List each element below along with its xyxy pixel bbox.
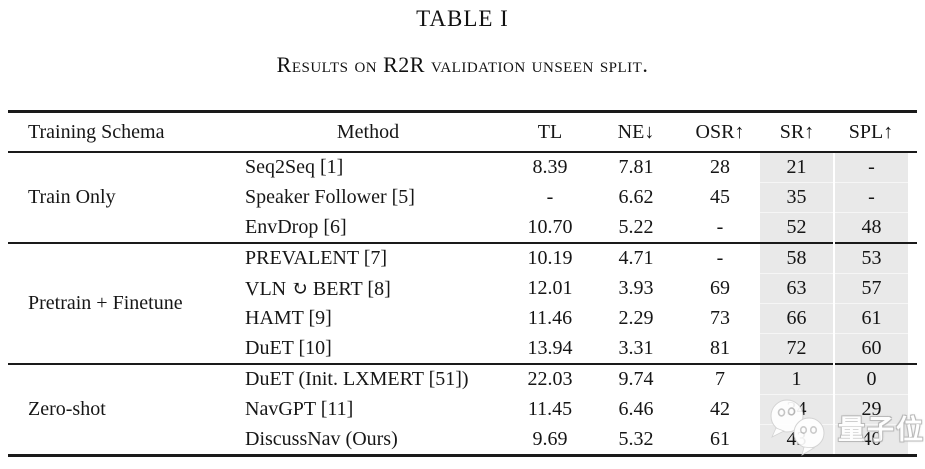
method-cell: DuET [10] bbox=[245, 336, 332, 359]
tl-cell: 8.39 bbox=[532, 156, 568, 179]
spl-cell: 53 bbox=[833, 243, 908, 274]
spacer-cell bbox=[908, 243, 917, 274]
sr-cell: 63 bbox=[760, 273, 834, 304]
method-cell: HAMT [9] bbox=[245, 307, 332, 329]
table-number-title: TABLE I bbox=[416, 6, 509, 31]
spacer-cell bbox=[908, 394, 917, 425]
sr-cell: 52 bbox=[760, 212, 834, 243]
osr-cell: 45 bbox=[710, 186, 730, 208]
osr-cell: 81 bbox=[710, 336, 730, 359]
table-row: EnvDrop [6] 10.70 5.22 - 52 48 bbox=[8, 212, 917, 243]
table-row: Pretrain + Finetune PREVALENT [7] 10.19 … bbox=[8, 243, 917, 314]
tl-cell: 22.03 bbox=[527, 368, 573, 391]
table-row: DuET [10] 13.94 3.31 81 72 60 bbox=[8, 333, 917, 364]
ne-cell: 3.93 bbox=[618, 277, 654, 299]
spacer-cell bbox=[908, 152, 917, 183]
ne-cell: 6.62 bbox=[618, 186, 654, 208]
schema-label: Zero-shot bbox=[28, 398, 106, 420]
tl-cell: 11.46 bbox=[527, 307, 573, 329]
spl-cell: 0 bbox=[833, 364, 908, 395]
osr-cell: 28 bbox=[710, 156, 730, 179]
osr-cell: - bbox=[716, 215, 724, 238]
tl-cell: 10.19 bbox=[527, 247, 573, 270]
ne-cell: 5.22 bbox=[618, 215, 654, 238]
osr-cell: 7 bbox=[715, 368, 725, 391]
osr-cell: 61 bbox=[710, 427, 730, 450]
table-row: HAMT [9] 11.46 2.29 73 66 61 bbox=[8, 303, 917, 334]
method-cell: PREVALENT [7] bbox=[245, 247, 388, 270]
col-header-tl: TL bbox=[508, 111, 592, 153]
method-cell: VLN ↻ BERT [8] bbox=[245, 278, 391, 300]
spl-cell: 60 bbox=[833, 333, 908, 364]
spl-cell: - bbox=[833, 182, 908, 213]
table-row: Speaker Follower [5] - 6.62 45 35 - bbox=[8, 182, 917, 213]
sr-cell: 72 bbox=[760, 333, 834, 364]
tl-cell: 12.01 bbox=[527, 277, 573, 299]
schema-label: Train Only bbox=[28, 186, 116, 208]
table-row: Zero-shot DuET (Init. LXMERT [51]) 22.03… bbox=[8, 364, 917, 420]
col-header-spacer bbox=[908, 111, 917, 153]
method-cell: Speaker Follower [5] bbox=[245, 186, 415, 208]
sr-cell: 34 bbox=[760, 394, 834, 425]
method-cell: Seq2Seq [1] bbox=[245, 156, 344, 179]
col-header-spl: SPL↑ bbox=[834, 111, 908, 153]
schema-label: Pretrain + Finetune bbox=[28, 292, 183, 314]
ne-cell: 9.74 bbox=[618, 368, 654, 391]
method-cell: DuET (Init. LXMERT [51]) bbox=[245, 368, 469, 391]
spl-cell: 29 bbox=[833, 394, 908, 425]
spacer-cell bbox=[908, 273, 917, 304]
osr-cell: - bbox=[716, 247, 724, 270]
table-row: VLN ↻ BERT [8] 12.01 3.93 69 63 57 bbox=[8, 273, 917, 304]
spl-cell: - bbox=[833, 152, 908, 183]
ne-cell: 2.29 bbox=[618, 307, 654, 329]
sr-cell: 43 bbox=[760, 424, 834, 456]
osr-cell: 42 bbox=[710, 398, 730, 420]
section-zero-shot: Zero-shot DuET (Init. LXMERT [51]) 22.03… bbox=[8, 364, 917, 456]
sr-cell: 21 bbox=[760, 152, 834, 183]
spl-cell: 57 bbox=[833, 273, 908, 304]
table-row: Train Only Seq2Seq [1] 8.39 7.81 28 21 - bbox=[8, 152, 917, 208]
sr-cell: 66 bbox=[760, 303, 834, 334]
spl-cell: 61 bbox=[833, 303, 908, 334]
spacer-cell bbox=[908, 182, 917, 213]
spl-cell: 48 bbox=[833, 212, 908, 243]
tl-cell: 11.45 bbox=[527, 398, 573, 420]
sr-cell: 35 bbox=[760, 182, 834, 213]
results-table: Training Schema Method TL NE↓ OSR↑ SR↑ S… bbox=[8, 110, 917, 457]
spacer-cell bbox=[908, 333, 917, 364]
tl-cell: - bbox=[546, 186, 554, 208]
sr-cell: 1 bbox=[760, 364, 834, 395]
sr-cell: 58 bbox=[760, 243, 834, 274]
table-header-row: Training Schema Method TL NE↓ OSR↑ SR↑ S… bbox=[8, 111, 917, 153]
tl-cell: 10.70 bbox=[527, 215, 573, 238]
method-cell: EnvDrop [6] bbox=[245, 215, 347, 238]
method-cell: NavGPT [11] bbox=[245, 398, 354, 420]
ne-cell: 3.31 bbox=[618, 336, 654, 359]
col-header-osr: OSR↑ bbox=[680, 111, 760, 153]
col-header-method: Method bbox=[228, 111, 508, 153]
table-caption: Results on R2R validation unseen split. bbox=[276, 52, 649, 77]
col-header-sr: SR↑ bbox=[760, 111, 834, 153]
ne-cell: 5.32 bbox=[618, 427, 654, 450]
spacer-cell bbox=[908, 303, 917, 334]
tl-cell: 9.69 bbox=[532, 427, 568, 450]
osr-cell: 69 bbox=[710, 277, 730, 299]
col-header-ne: NE↓ bbox=[592, 111, 680, 153]
spacer-cell bbox=[908, 424, 917, 456]
tl-cell: 13.94 bbox=[527, 336, 573, 359]
section-train-only: Train Only Seq2Seq [1] 8.39 7.81 28 21 -… bbox=[8, 152, 917, 243]
ne-cell: 6.46 bbox=[618, 398, 654, 420]
osr-cell: 73 bbox=[710, 307, 730, 329]
ne-cell: 4.71 bbox=[618, 247, 654, 270]
spacer-cell bbox=[908, 212, 917, 243]
ne-cell: 7.81 bbox=[618, 156, 654, 179]
spl-cell: 40 bbox=[833, 424, 908, 456]
section-pretrain-finetune: Pretrain + Finetune PREVALENT [7] 10.19 … bbox=[8, 243, 917, 364]
method-cell: DiscussNav (Ours) bbox=[245, 427, 398, 450]
col-header-training-schema: Training Schema bbox=[8, 111, 228, 153]
spacer-cell bbox=[908, 364, 917, 395]
